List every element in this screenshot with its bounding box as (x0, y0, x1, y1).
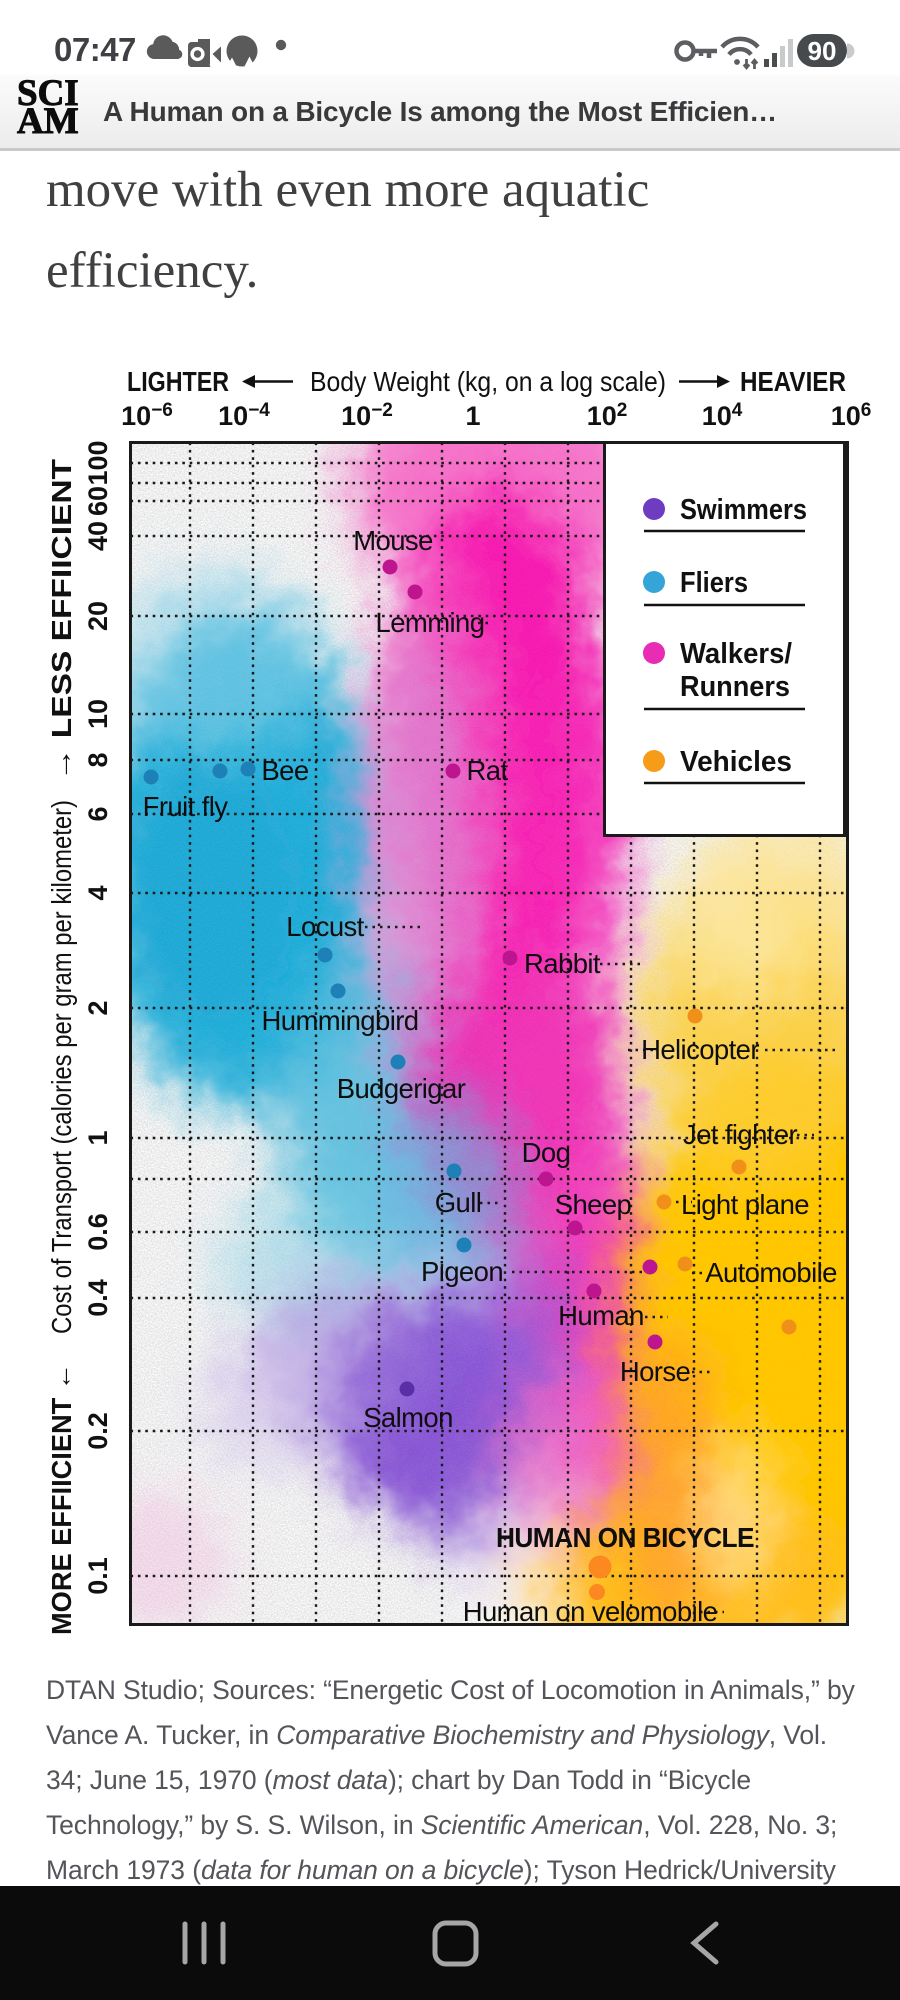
svg-text:0.6: 0.6 (83, 1213, 113, 1251)
svg-text:Fliers: Fliers (680, 567, 748, 599)
svg-text:Rabbit: Rabbit (524, 948, 601, 979)
svg-text:1: 1 (465, 401, 480, 431)
svg-text:10−4: 10−4 (218, 400, 270, 431)
svg-text:Bee: Bee (261, 755, 308, 786)
svg-text:0.4: 0.4 (83, 1279, 113, 1317)
svg-text:Runners: Runners (680, 671, 790, 703)
svg-text:0.2: 0.2 (83, 1412, 113, 1450)
svg-text:Fruit fly: Fruit fly (143, 791, 229, 822)
svg-text:10−2: 10−2 (341, 400, 393, 431)
svg-text:106: 106 (831, 400, 872, 431)
svg-text:Body Weight (kg, on a log scal: Body Weight (kg, on a log scale) (310, 366, 666, 397)
svg-text:4: 4 (83, 885, 113, 900)
svg-text:Pigeon: Pigeon (421, 1256, 503, 1287)
svg-text:Vehicles: Vehicles (680, 746, 792, 778)
svg-text:Human on velomobile: Human on velomobile (463, 1596, 718, 1627)
svg-text:Salmon: Salmon (363, 1402, 453, 1433)
svg-text:Sheep: Sheep (555, 1189, 632, 1220)
svg-text:60: 60 (83, 486, 113, 516)
svg-text:20: 20 (83, 601, 113, 631)
svg-text:2: 2 (83, 1000, 113, 1015)
svg-text:10: 10 (83, 699, 113, 729)
svg-text:Dog: Dog (522, 1137, 571, 1168)
svg-text:→ LESS EFFIICIENT: → LESS EFFIICIENT (46, 459, 77, 781)
svg-text:40: 40 (83, 521, 113, 551)
svg-text:Horse: Horse (620, 1356, 691, 1387)
svg-text:Mouse: Mouse (353, 525, 433, 556)
svg-text:Gull: Gull (435, 1187, 482, 1218)
svg-text:Rat: Rat (467, 755, 509, 786)
svg-text:Walkers/: Walkers/ (680, 638, 792, 670)
svg-text:HEAVIER: HEAVIER (740, 366, 846, 397)
svg-text:10−6: 10−6 (121, 400, 173, 431)
svg-text:Human: Human (558, 1300, 644, 1331)
svg-text:Cost of Transport (calories pe: Cost of Transport (calories per gram per… (46, 800, 77, 1334)
svg-text:1: 1 (83, 1130, 113, 1145)
svg-text:Locust: Locust (286, 911, 364, 942)
svg-text:Jet fighter: Jet fighter (683, 1119, 798, 1150)
svg-text:Swimmers: Swimmers (680, 494, 807, 526)
svg-text:90: 90 (808, 36, 837, 66)
svg-text:Automobile: Automobile (705, 1257, 837, 1288)
svg-text:Hummingbird: Hummingbird (262, 1005, 419, 1036)
svg-text:HUMAN ON BICYCLE: HUMAN ON BICYCLE (496, 1522, 754, 1553)
svg-text:Light plane: Light plane (681, 1189, 809, 1220)
svg-text:8: 8 (83, 752, 113, 767)
svg-text:Lemming: Lemming (376, 607, 485, 638)
svg-text:6: 6 (83, 806, 113, 821)
svg-text:Helicopter: Helicopter (641, 1034, 759, 1065)
svg-text:MORE EFFIICIENT ←: MORE EFFIICIENT ← (46, 1363, 77, 1635)
svg-text:Budgerigar: Budgerigar (337, 1073, 466, 1104)
svg-text:0.1: 0.1 (83, 1557, 113, 1595)
svg-text:100: 100 (83, 440, 113, 485)
svg-text:104: 104 (702, 400, 743, 431)
svg-text:102: 102 (587, 400, 628, 431)
svg-text:LIGHTER: LIGHTER (127, 366, 229, 397)
